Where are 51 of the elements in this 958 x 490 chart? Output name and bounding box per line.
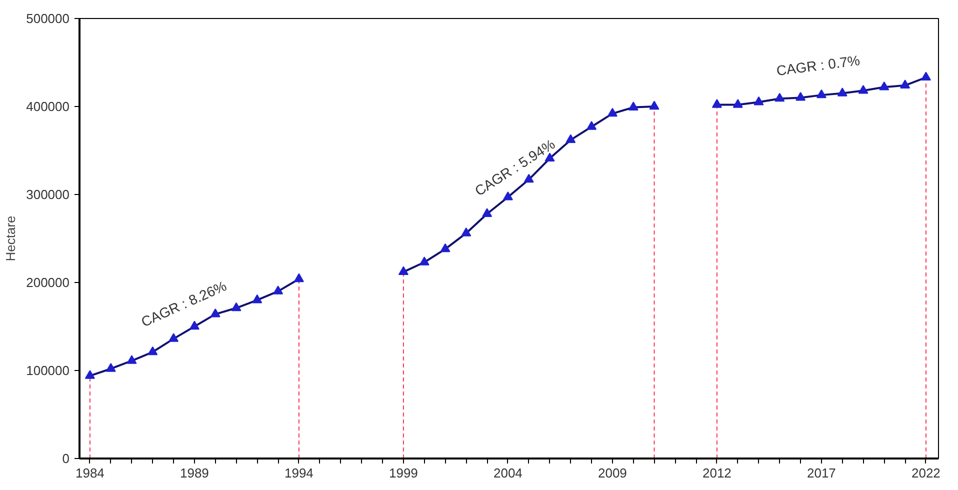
point — [879, 81, 890, 90]
point — [398, 266, 408, 276]
x-tick-label: 2022 — [912, 466, 940, 480]
y-tick-label: 100000 — [26, 363, 70, 378]
point — [796, 92, 806, 101]
y-tick-label: 500000 — [26, 11, 70, 26]
point — [858, 84, 868, 94]
point — [607, 108, 618, 117]
x-tick-label: 2009 — [598, 466, 627, 480]
annotation: CAGR : 8.26% — [138, 277, 229, 330]
point — [210, 308, 220, 318]
point — [252, 294, 262, 304]
point — [774, 92, 785, 102]
x-tick-label: 2017 — [807, 466, 836, 480]
y-tick-label: 200000 — [26, 275, 70, 290]
y-tick-label: 300000 — [26, 187, 70, 202]
y-tick-label: 0 — [62, 451, 70, 466]
point — [168, 333, 179, 342]
x-tick-label: 1984 — [75, 466, 104, 480]
point — [566, 134, 576, 144]
point — [732, 99, 743, 108]
point — [482, 208, 492, 217]
point — [419, 256, 430, 266]
point — [837, 88, 848, 96]
point — [440, 243, 450, 252]
point — [900, 80, 910, 88]
y-tick-label: 400000 — [26, 99, 70, 114]
point — [126, 355, 137, 364]
x-tick-label: 1999 — [388, 466, 418, 480]
point — [524, 174, 534, 183]
point — [628, 102, 638, 110]
point — [84, 370, 95, 379]
y-axis-title: Hectare — [3, 216, 18, 262]
point — [461, 228, 472, 236]
point — [273, 286, 284, 294]
point — [754, 96, 764, 106]
point — [189, 320, 200, 330]
point — [231, 302, 242, 312]
x-tick-label: 1989 — [180, 466, 209, 480]
point — [294, 273, 304, 282]
point — [106, 363, 116, 372]
x-tick-label: 2012 — [702, 466, 732, 480]
point — [712, 99, 722, 108]
point — [148, 346, 158, 356]
annotation: CAGR : 0.7% — [775, 52, 861, 79]
x-tick-label: 1994 — [284, 466, 314, 480]
point — [816, 89, 826, 98]
point — [649, 100, 660, 110]
x-tick-label: 2004 — [493, 466, 522, 480]
point — [586, 121, 597, 130]
point — [920, 72, 931, 81]
